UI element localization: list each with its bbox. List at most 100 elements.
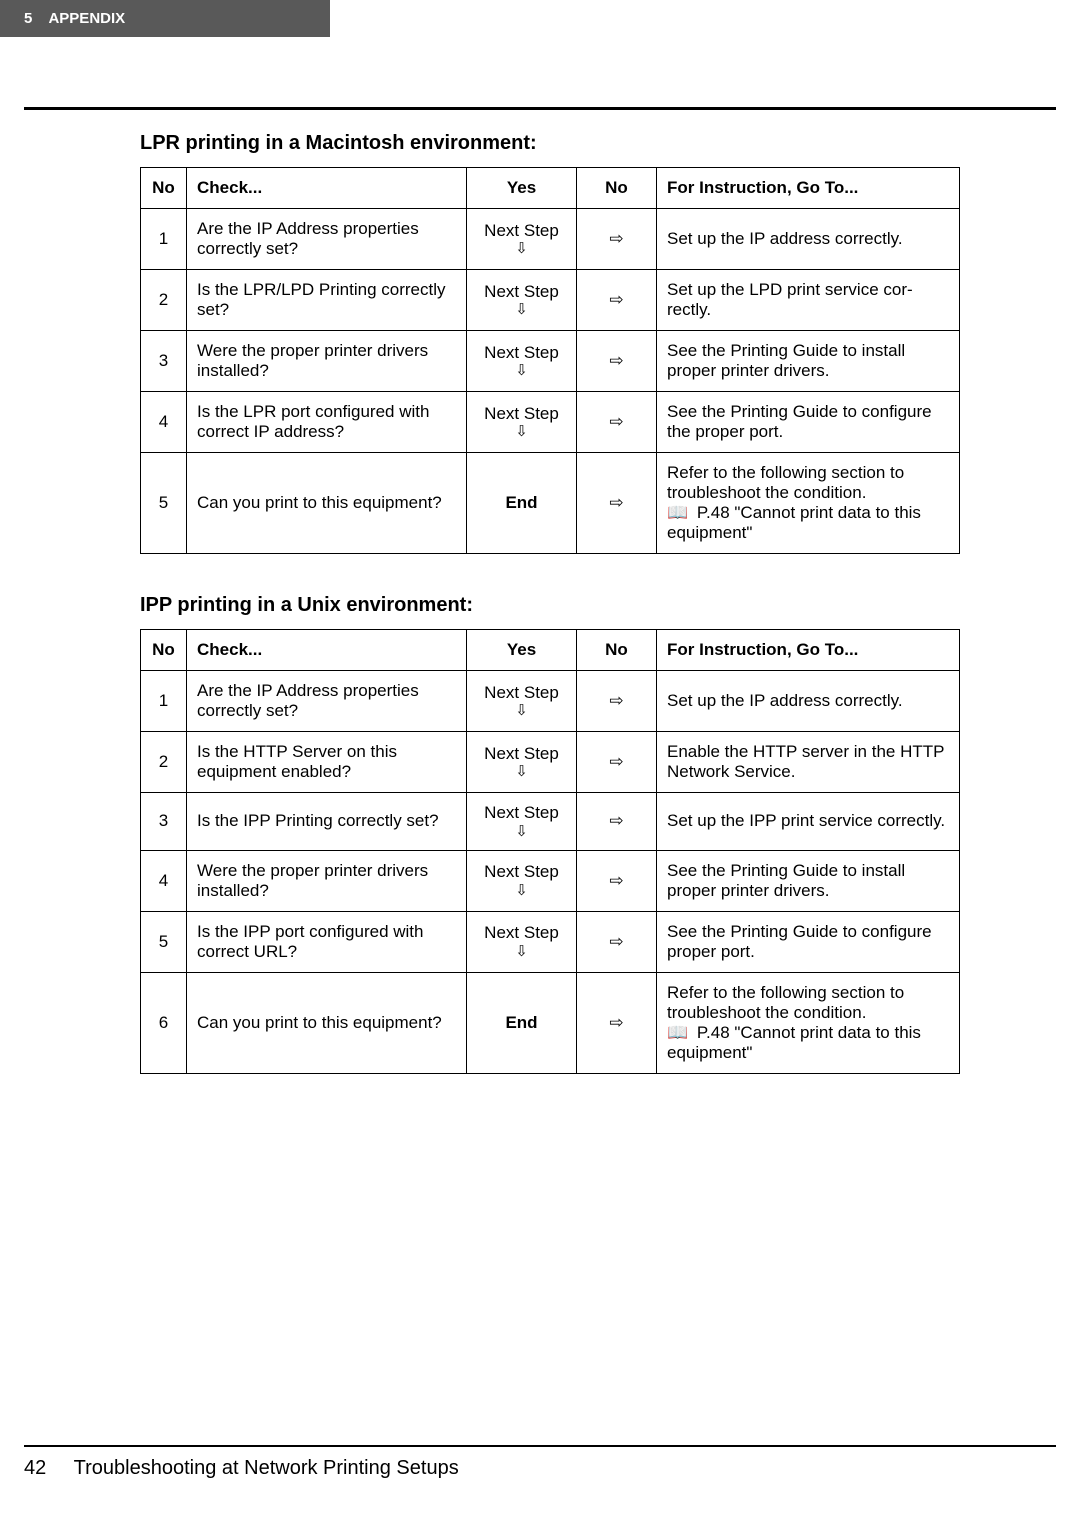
next-step-label: Next Step <box>484 282 559 301</box>
table-row: 4Were the proper printer driv­ers instal… <box>141 850 960 911</box>
next-step-label: Next Step <box>484 923 559 942</box>
col-no-action: No <box>577 168 657 209</box>
table-row: 1Are the IP Address proper­ties correctl… <box>141 671 960 732</box>
top-rule <box>24 107 1056 110</box>
cell-no: 2 <box>141 270 187 331</box>
section-title: LPR printing in a Macintosh environment: <box>140 132 960 155</box>
instruction-text: Set up the LPD print service cor­rectly. <box>667 280 913 319</box>
end-label: End <box>467 972 577 1073</box>
cell-check: Is the IPP port configured with correct … <box>187 911 467 972</box>
footer-rule <box>24 1445 1056 1447</box>
arrow-down-icon: ⇩ <box>477 702 566 719</box>
cell-instruction: Set up the IP address correctly. <box>657 209 960 270</box>
cell-yes: Next Step⇩ <box>467 850 577 911</box>
section-title: IPP printing in a Unix environment: <box>140 594 960 617</box>
cell-yes: Next Step⇩ <box>467 732 577 793</box>
cell-no-arrow: ⇨ <box>577 911 657 972</box>
cell-no: 4 <box>141 392 187 453</box>
footer: 42 Troubleshooting at Network Printing S… <box>0 1445 1080 1500</box>
footer-section-title: Troubleshooting at Network Printing Setu… <box>74 1457 459 1479</box>
next-step-label: Next Step <box>484 803 559 822</box>
cell-check: Are the IP Address proper­ties correctly… <box>187 209 467 270</box>
instruction-text: Refer to the following section to troubl… <box>667 463 904 502</box>
cell-check: Are the IP Address proper­ties correctly… <box>187 671 467 732</box>
troubleshoot-table: NoCheck...YesNoFor Instruction, Go To...… <box>140 167 960 554</box>
cell-check: Is the IPP Printing correctly set? <box>187 793 467 851</box>
cell-no-arrow: ⇨ <box>577 209 657 270</box>
cell-yes: Next Step⇩ <box>467 671 577 732</box>
instruction-text: Set up the IP address correctly. <box>667 691 903 710</box>
arrow-down-icon: ⇩ <box>477 763 566 780</box>
page-number: 42 <box>24 1457 46 1479</box>
cell-no-arrow: ⇨ <box>577 850 657 911</box>
arrow-right-icon: ⇨ <box>609 752 623 771</box>
arrow-down-icon: ⇩ <box>477 362 566 379</box>
arrow-right-icon: ⇨ <box>609 691 623 710</box>
arrow-down-icon: ⇩ <box>477 301 566 318</box>
cell-no: 2 <box>141 732 187 793</box>
cell-no-arrow: ⇨ <box>577 270 657 331</box>
table-row: 4Is the LPR port configured with correct… <box>141 392 960 453</box>
cell-yes: Next Step⇩ <box>467 209 577 270</box>
page: 5 APPENDIX LPR printing in a Macintosh e… <box>0 0 1080 1526</box>
cell-no-arrow: ⇨ <box>577 392 657 453</box>
cell-no: 3 <box>141 331 187 392</box>
col-instruction: For Instruction, Go To... <box>657 630 960 671</box>
cell-no: 3 <box>141 793 187 851</box>
cell-check: Is the LPR/LPD Printing cor­rectly set? <box>187 270 467 331</box>
next-step-label: Next Step <box>484 343 559 362</box>
cell-yes: Next Step⇩ <box>467 331 577 392</box>
next-step-label: Next Step <box>484 221 559 240</box>
col-yes: Yes <box>467 168 577 209</box>
table-row: 2Is the LPR/LPD Printing cor­rectly set?… <box>141 270 960 331</box>
next-step-label: Next Step <box>484 862 559 881</box>
next-step-label: Next Step <box>484 404 559 423</box>
table-row: 5Can you print to this equip­ment?End⇨Re… <box>141 453 960 554</box>
cell-no: 4 <box>141 850 187 911</box>
cell-instruction: Refer to the following section to troubl… <box>657 453 960 554</box>
cell-no-arrow: ⇨ <box>577 972 657 1073</box>
arrow-right-icon: ⇨ <box>609 1013 623 1032</box>
instruction-text: See the Printing Guide to config­ure the… <box>667 402 932 441</box>
cell-no-arrow: ⇨ <box>577 732 657 793</box>
arrow-right-icon: ⇨ <box>609 412 623 431</box>
instruction-text: Set up the IPP print service cor­rectly. <box>667 811 945 830</box>
chapter-number: 5 <box>24 10 32 27</box>
cell-check: Can you print to this equip­ment? <box>187 972 467 1073</box>
col-check: Check... <box>187 168 467 209</box>
cell-instruction: See the Printing Guide to install proper… <box>657 850 960 911</box>
cell-yes: Next Step⇩ <box>467 911 577 972</box>
arrow-right-icon: ⇨ <box>609 290 623 309</box>
cell-check: Were the proper printer driv­ers install… <box>187 850 467 911</box>
cell-yes: Next Step⇩ <box>467 793 577 851</box>
cell-no: 1 <box>141 671 187 732</box>
reference-link[interactable]: P.48 "Cannot print data to this equipmen… <box>667 1023 921 1062</box>
arrow-right-icon: ⇨ <box>609 351 623 370</box>
cell-check: Is the LPR port configured with correct … <box>187 392 467 453</box>
arrow-right-icon: ⇨ <box>609 811 623 830</box>
col-yes: Yes <box>467 630 577 671</box>
arrow-down-icon: ⇩ <box>477 882 566 899</box>
chapter-title: APPENDIX <box>48 10 125 27</box>
content-area: LPR printing in a Macintosh environment:… <box>0 132 1080 1074</box>
cell-instruction: Set up the LPD print service cor­rectly. <box>657 270 960 331</box>
cell-no-arrow: ⇨ <box>577 793 657 851</box>
instruction-text: Set up the IP address correctly. <box>667 229 903 248</box>
cell-instruction: See the Printing Guide to config­ure the… <box>657 392 960 453</box>
instruction-text: See the Printing Guide to install proper… <box>667 861 905 900</box>
cell-no: 1 <box>141 209 187 270</box>
next-step-label: Next Step <box>484 744 559 763</box>
arrow-down-icon: ⇩ <box>477 240 566 257</box>
cell-no-arrow: ⇨ <box>577 671 657 732</box>
arrow-right-icon: ⇨ <box>609 932 623 951</box>
book-icon: 📖 <box>667 503 688 522</box>
cell-no: 5 <box>141 911 187 972</box>
cell-no: 6 <box>141 972 187 1073</box>
arrow-down-icon: ⇩ <box>477 423 566 440</box>
instruction-text: See the Printing Guide to install proper… <box>667 341 905 380</box>
book-icon: 📖 <box>667 1023 688 1042</box>
arrow-down-icon: ⇩ <box>477 823 566 840</box>
reference-link[interactable]: P.48 "Cannot print data to this equipmen… <box>667 503 921 542</box>
instruction-text: See the Printing Guide to config­ure pro… <box>667 922 932 961</box>
troubleshoot-table: NoCheck...YesNoFor Instruction, Go To...… <box>140 629 960 1074</box>
